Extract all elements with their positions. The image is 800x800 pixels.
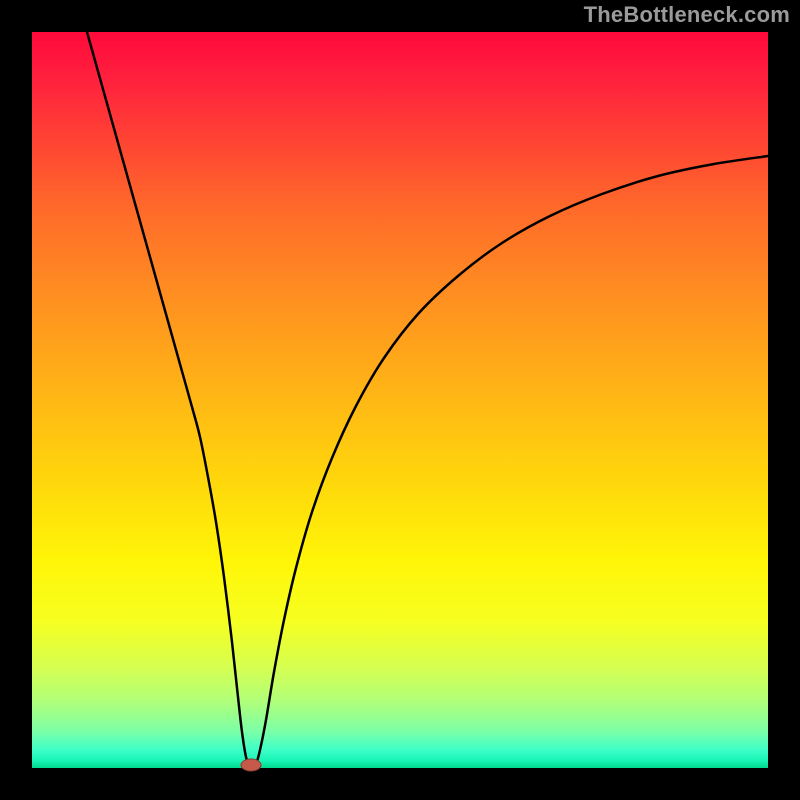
plot-background <box>32 32 768 768</box>
chart-stage: TheBottleneck.com <box>0 0 800 800</box>
watermark-label: TheBottleneck.com <box>584 2 790 28</box>
bottleneck-chart <box>0 0 800 800</box>
minimum-marker <box>241 759 261 771</box>
